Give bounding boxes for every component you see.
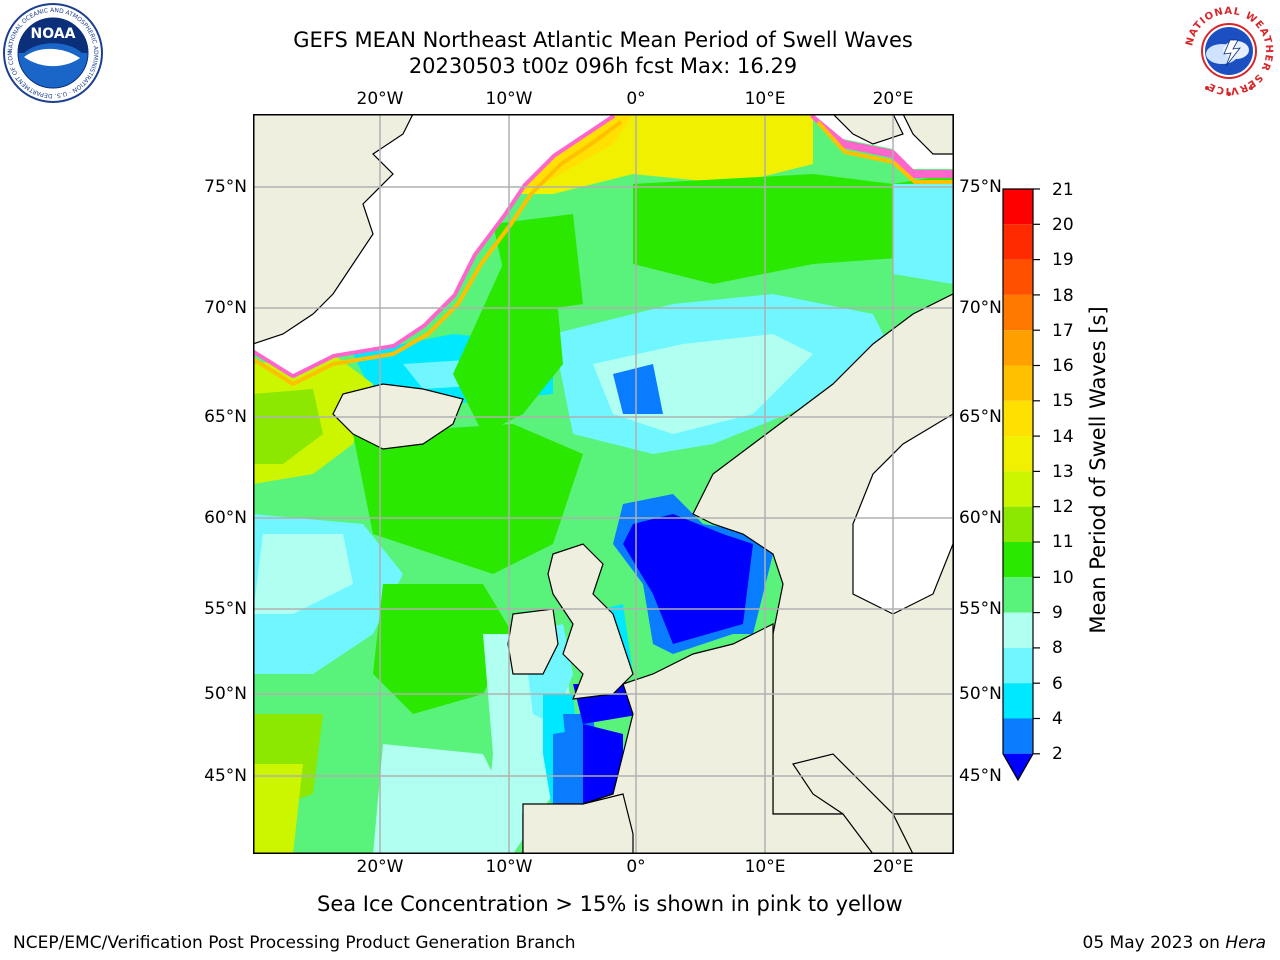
lat-label-right: 65°N bbox=[959, 407, 1002, 427]
lat-label-left: 60°N bbox=[204, 508, 247, 528]
lat-label-left: 50°N bbox=[204, 684, 247, 704]
lat-label-right: 70°N bbox=[959, 298, 1002, 318]
footer-system: Hera bbox=[1225, 933, 1266, 953]
footer-date-text: 05 May 2023 on bbox=[1082, 933, 1226, 953]
colorbar-tick-label: 18 bbox=[1052, 286, 1074, 306]
graticule bbox=[253, 114, 954, 854]
sea-ice-note: Sea Ice Concentration > 15% is shown in … bbox=[317, 892, 903, 916]
colorbar-tick-label: 13 bbox=[1052, 462, 1074, 482]
iberia bbox=[522, 793, 634, 854]
lon-label-top: 10°W bbox=[485, 89, 533, 109]
svalbard-east bbox=[902, 114, 954, 155]
noaa-logo-text: NOAA bbox=[31, 26, 76, 42]
map-frame bbox=[253, 114, 954, 854]
colorbar-tick-label: 11 bbox=[1052, 532, 1074, 552]
colorbar-tick-label: 15 bbox=[1052, 391, 1074, 411]
lon-label-top: 0° bbox=[626, 89, 646, 109]
lat-label-left: 70°N bbox=[204, 298, 247, 318]
swell-period-map bbox=[253, 114, 954, 854]
colorbar-tick-label: 19 bbox=[1052, 250, 1074, 270]
italy bbox=[792, 753, 914, 854]
colorbar bbox=[1002, 188, 1040, 782]
lon-label-bottom: 20°W bbox=[356, 857, 404, 877]
land-masses bbox=[253, 114, 954, 854]
page-title: GEFS MEAN Northeast Atlantic Mean Period… bbox=[293, 28, 913, 52]
lat-label-right: 75°N bbox=[959, 177, 1002, 197]
lon-label-bottom: 10°W bbox=[485, 857, 533, 877]
greenland bbox=[253, 114, 414, 345]
colorbar-tick-label: 12 bbox=[1052, 497, 1074, 517]
colorbar-tick-label: 9 bbox=[1052, 603, 1063, 623]
colorbar-tick-label: 20 bbox=[1052, 215, 1074, 235]
nws-logo: NATIONAL WEATHER SERVICE bbox=[1181, 3, 1277, 99]
lat-label-right: 50°N bbox=[959, 684, 1002, 704]
swell-period-field bbox=[253, 114, 953, 854]
lon-label-bottom: 20°E bbox=[872, 857, 914, 877]
lat-label-right: 60°N bbox=[959, 508, 1002, 528]
lat-label-right: 55°N bbox=[959, 599, 1002, 619]
lat-label-right: 45°N bbox=[959, 766, 1002, 786]
colorbar-tick-label: 4 bbox=[1052, 709, 1063, 729]
lat-label-left: 45°N bbox=[204, 766, 247, 786]
colorbar-tick-label: 14 bbox=[1052, 427, 1074, 447]
footer-date: 05 May 2023 on Hera bbox=[1083, 932, 1267, 954]
colorbar-tick-label: 8 bbox=[1052, 638, 1063, 658]
lat-label-left: 75°N bbox=[204, 177, 247, 197]
lat-label-left: 55°N bbox=[204, 599, 247, 619]
colorbar-tick-label: 16 bbox=[1052, 356, 1074, 376]
colorbar-tick-label: 10 bbox=[1052, 568, 1074, 588]
lon-label-bottom: 10°E bbox=[744, 857, 786, 877]
colorbar-title: Mean Period of Swell Waves [s] bbox=[1086, 306, 1110, 634]
svalbard bbox=[832, 114, 904, 145]
colorbar-tick-label: 21 bbox=[1052, 180, 1074, 200]
noaa-logo: NOAA NATIONAL OCEANIC AND ATMOSPHERIC AD… bbox=[2, 2, 103, 103]
lon-label-top: 20°E bbox=[872, 89, 914, 109]
continental-europe bbox=[522, 623, 954, 854]
page-subtitle: 20230503 t00z 096h fcst Max: 16.29 bbox=[408, 54, 798, 78]
lat-label-left: 65°N bbox=[204, 407, 247, 427]
lon-label-top: 10°E bbox=[744, 89, 786, 109]
colorbar-tick-label: 17 bbox=[1052, 321, 1074, 341]
colorbar-tick-label: 2 bbox=[1052, 744, 1063, 764]
lon-label-top: 20°W bbox=[356, 89, 404, 109]
footer-credit: NCEP/EMC/Verification Post Processing Pr… bbox=[13, 933, 576, 953]
colorbar-tick-label: 6 bbox=[1052, 674, 1063, 694]
lon-label-bottom: 0° bbox=[626, 857, 646, 877]
